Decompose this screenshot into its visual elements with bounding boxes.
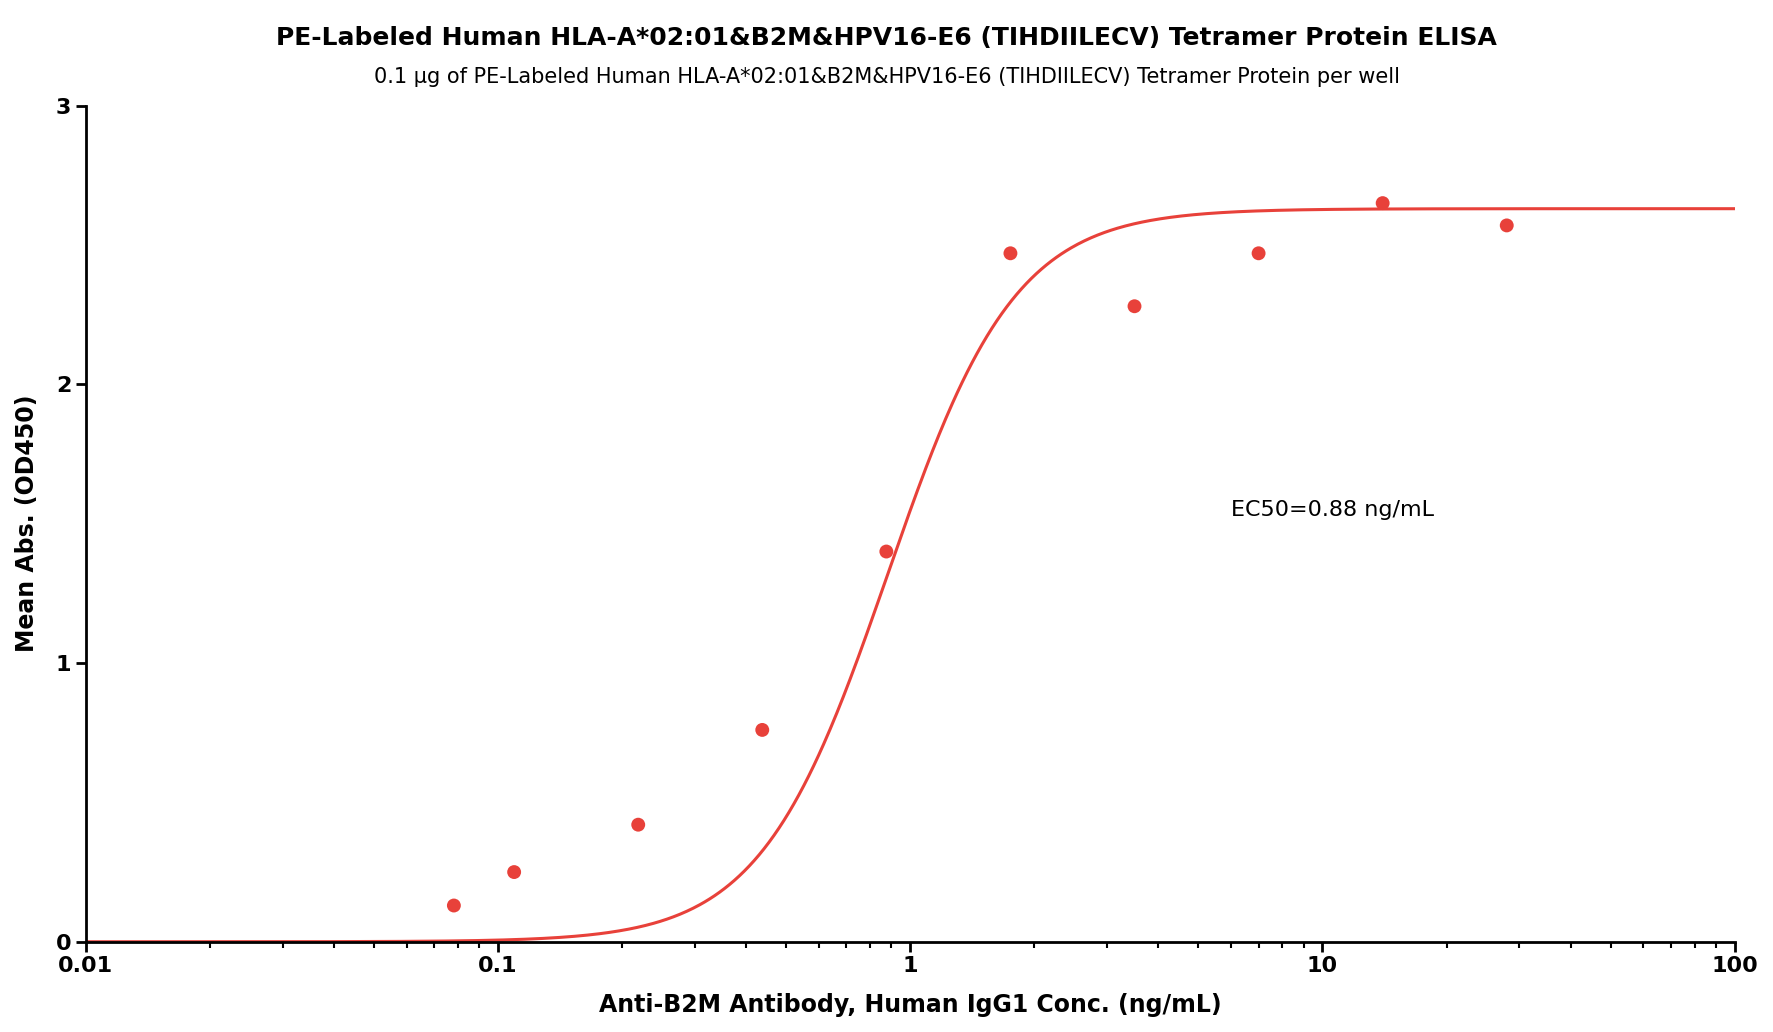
- Point: [500, 864, 528, 880]
- Point: [872, 543, 901, 559]
- Point: [1121, 298, 1149, 315]
- Text: 0.1 μg of PE-Labeled Human HLA-A*02:01&B2M&HPV16-E6 (TIHDIILECV) Tetramer Protei: 0.1 μg of PE-Labeled Human HLA-A*02:01&B…: [374, 67, 1399, 87]
- Point: [996, 245, 1025, 261]
- Point: [1245, 245, 1273, 261]
- Point: [748, 721, 777, 738]
- Point: [624, 816, 652, 833]
- Point: [440, 897, 468, 913]
- X-axis label: Anti-B2M Antibody, Human IgG1 Conc. (ng/mL): Anti-B2M Antibody, Human IgG1 Conc. (ng/…: [599, 993, 1222, 1017]
- Text: PE-Labeled Human HLA-A*02:01&B2M&HPV16-E6 (TIHDIILECV) Tetramer Protein ELISA: PE-Labeled Human HLA-A*02:01&B2M&HPV16-E…: [277, 26, 1496, 50]
- Text: EC50=0.88 ng/mL: EC50=0.88 ng/mL: [1230, 499, 1434, 520]
- Y-axis label: Mean Abs. (OD450): Mean Abs. (OD450): [14, 395, 39, 652]
- Point: [1369, 195, 1397, 212]
- Point: [1493, 217, 1521, 233]
